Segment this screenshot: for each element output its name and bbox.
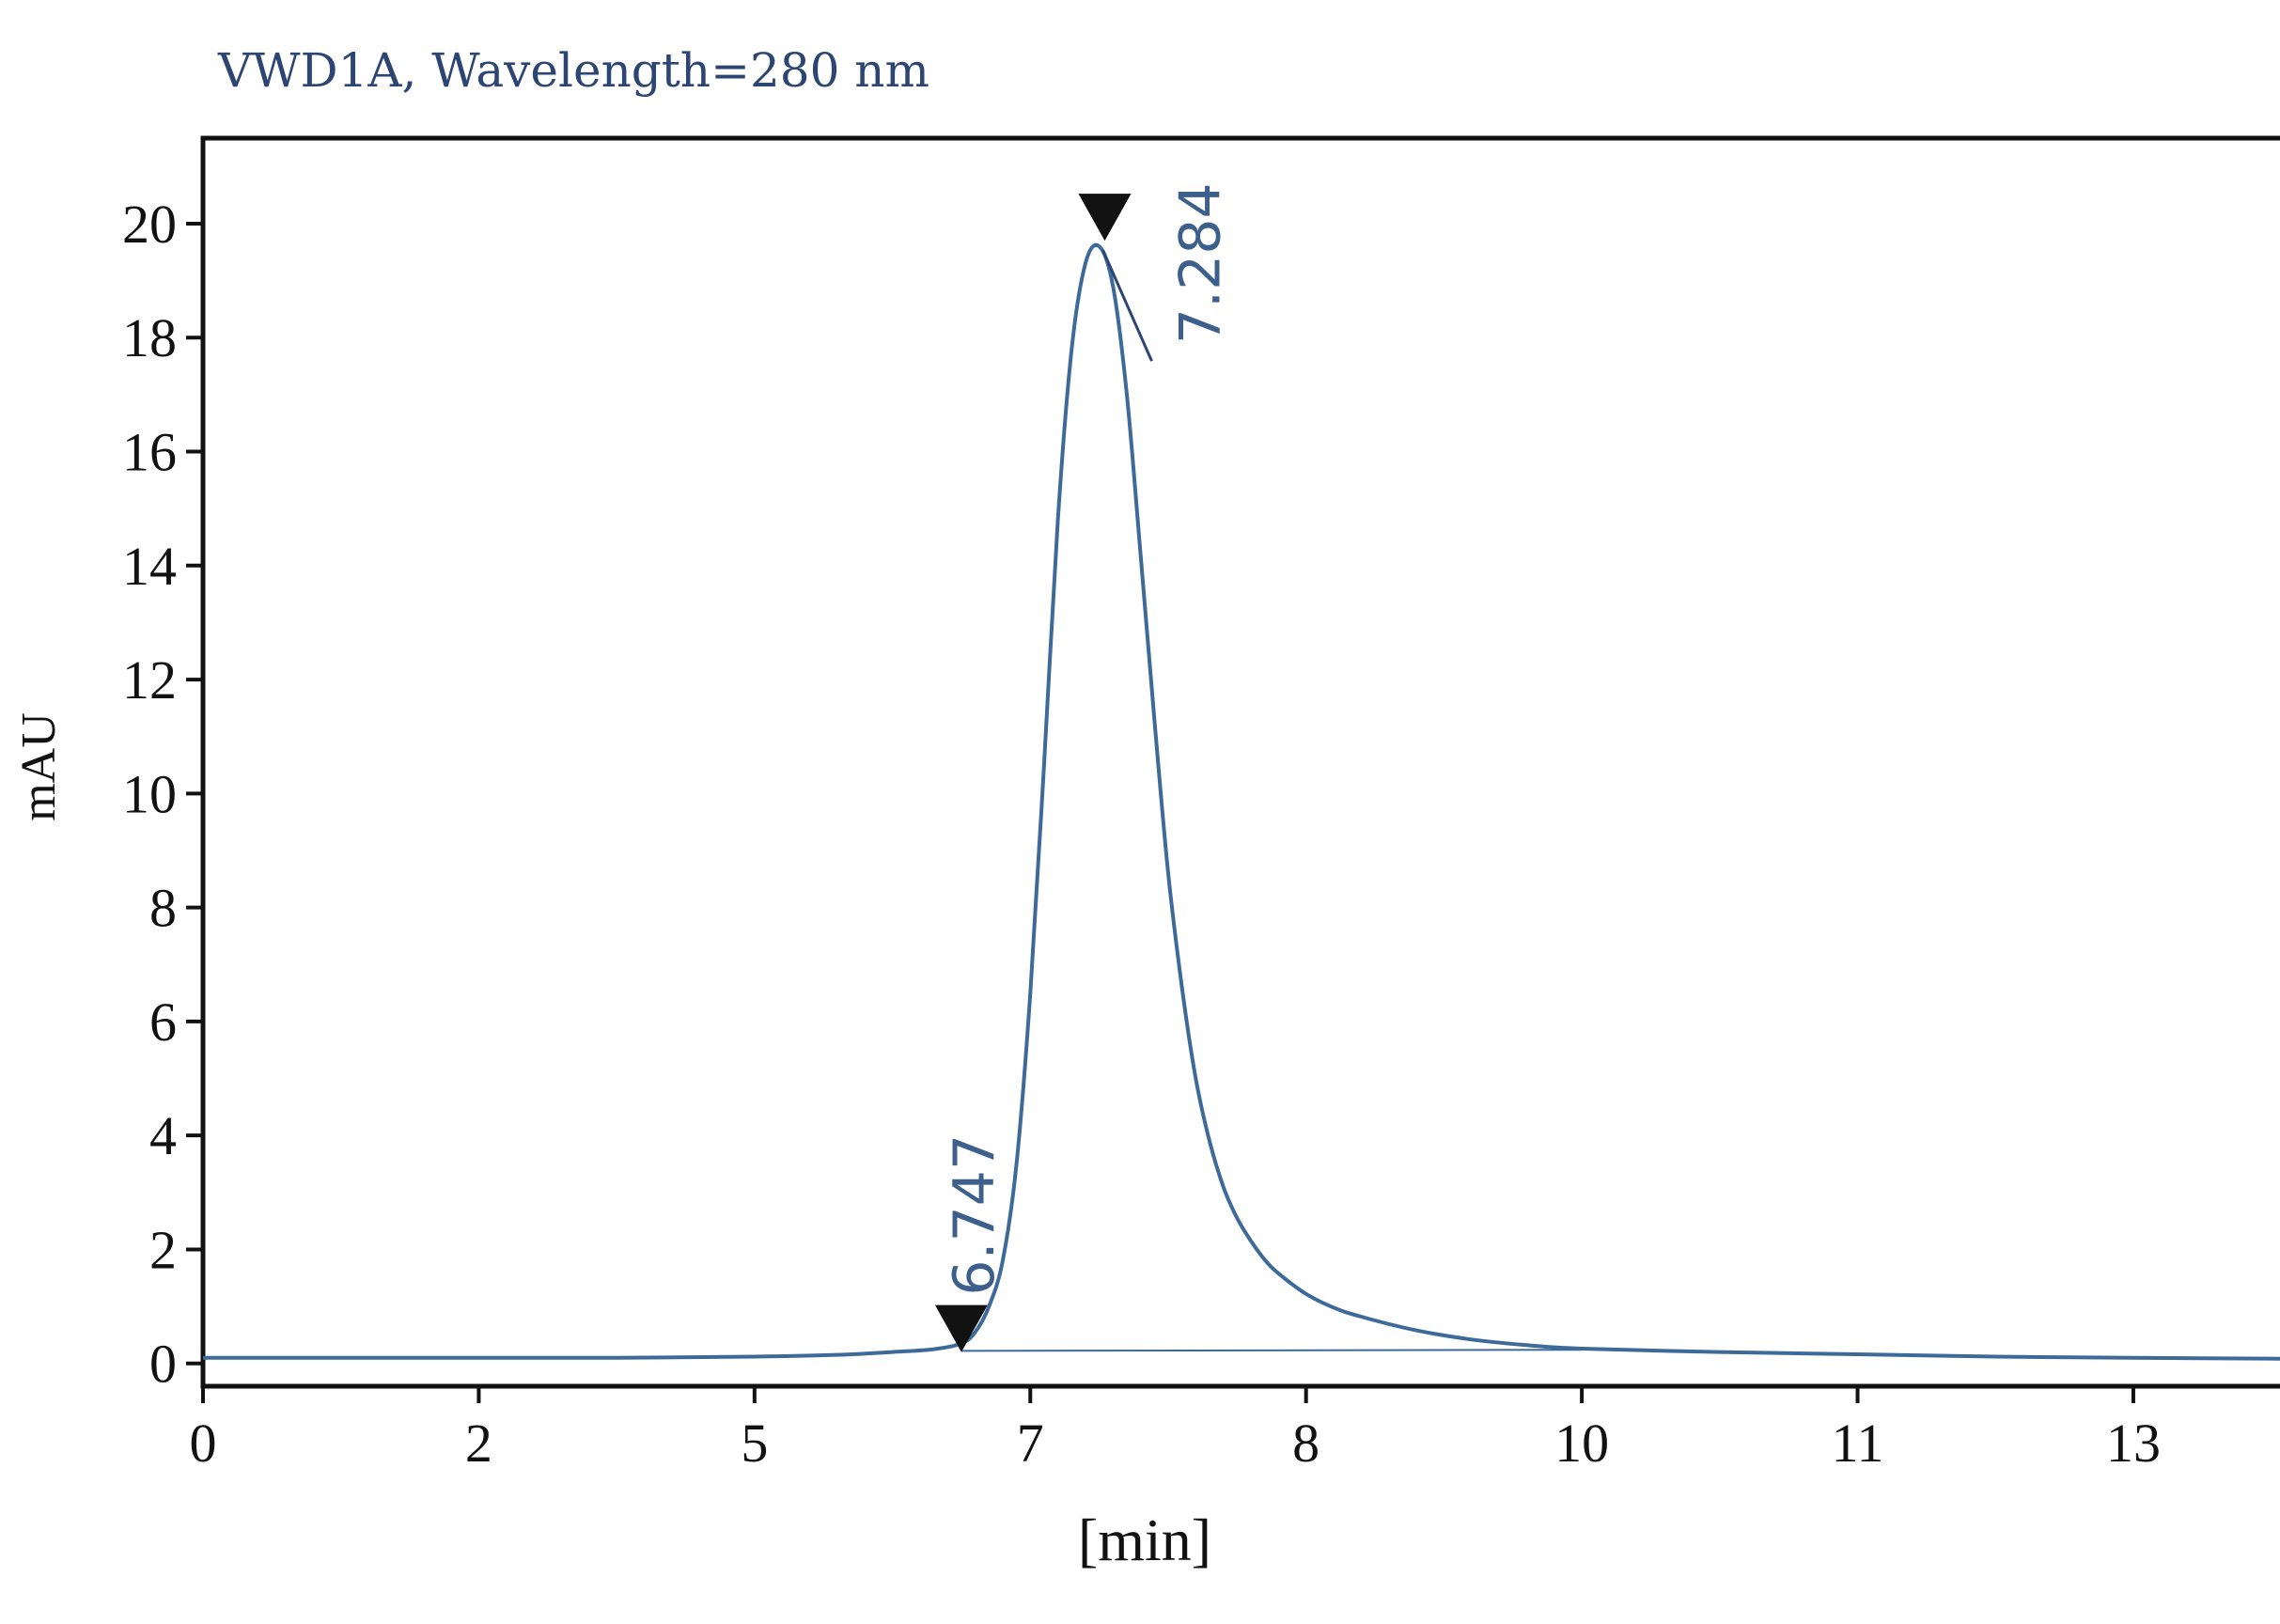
x-axis-ticks: 0 2 5 7 8 10 11 13 [190, 1386, 2161, 1474]
x-tick-label: 10 [1554, 1413, 1609, 1474]
y-tick-label: 2 [149, 1219, 177, 1280]
y-tick-label: 10 [122, 763, 177, 824]
y-tick-label: 14 [122, 536, 177, 597]
y-tick-label: 16 [122, 422, 177, 483]
x-tick-label: 7 [1017, 1413, 1044, 1474]
x-tick-label: 2 [465, 1413, 492, 1474]
y-tick-label: 12 [122, 649, 177, 710]
peak-label: 6.747 [942, 1134, 1007, 1296]
y-tick-label: 20 [122, 194, 177, 255]
peak-marker-icon [1078, 194, 1132, 242]
plot-frame [200, 135, 2280, 1389]
y-tick-label: 0 [149, 1334, 177, 1395]
chromatogram-trace [203, 242, 2280, 1361]
x-axis-title: [min] [1078, 1507, 1211, 1573]
x-tick-label: 5 [741, 1413, 768, 1474]
y-tick-label: 18 [122, 307, 177, 368]
y-tick-label: 6 [149, 992, 177, 1053]
y-axis-title: mAU [12, 712, 66, 821]
integration-baseline [960, 1349, 1583, 1352]
peak-markers: 6.747 7.284 [934, 182, 1233, 1352]
x-tick-label: 13 [2106, 1413, 2161, 1474]
peak-label: 7.284 [1167, 182, 1233, 344]
x-tick-label: 8 [1292, 1413, 1320, 1474]
y-tick-label: 8 [149, 878, 177, 939]
chart-title: VWD1A, Wavelength=280 nm [217, 43, 929, 98]
peak-marker-icon [934, 1304, 988, 1352]
y-axis-ticks: 0 2 4 6 8 10 12 14 16 18 20 [122, 194, 203, 1395]
peak-tangent-line [1101, 249, 1153, 362]
x-tick-label: 0 [190, 1413, 217, 1474]
y-tick-label: 4 [149, 1105, 177, 1166]
x-tick-label: 11 [1832, 1413, 1884, 1474]
